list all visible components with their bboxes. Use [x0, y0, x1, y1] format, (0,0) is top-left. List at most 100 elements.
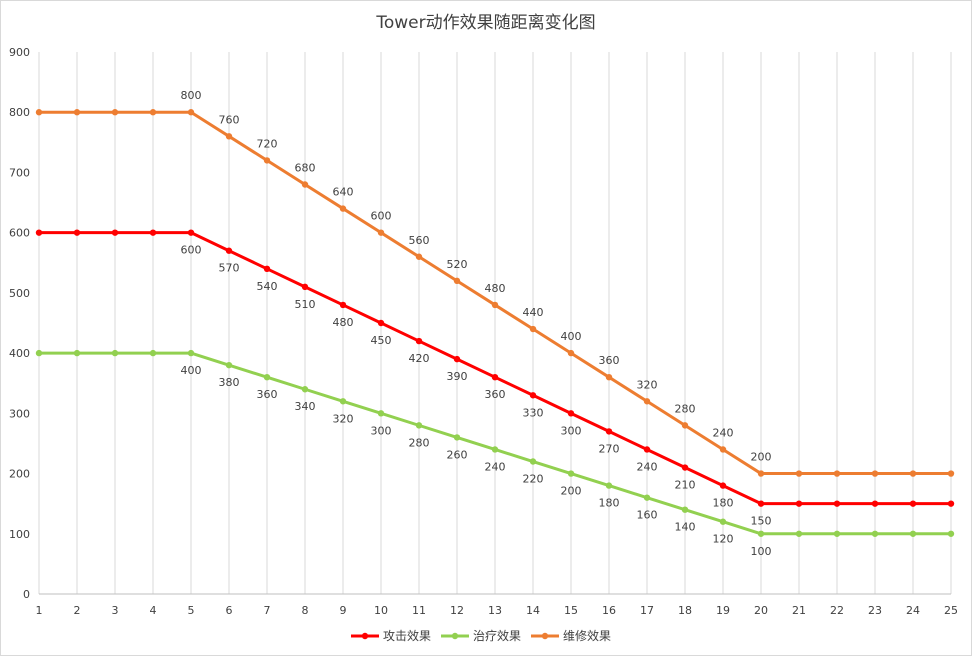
series-lines — [35, 109, 955, 537]
data-label: 720 — [257, 137, 278, 150]
data-point-marker — [757, 500, 765, 507]
series-维修效果 — [35, 109, 955, 477]
data-labels: 600 570 540 510 480 450 420 390 360 330 300 270 240 2… — [181, 89, 772, 558]
data-label: 210 — [675, 479, 696, 492]
data-point-marker — [111, 349, 119, 357]
data-point-marker — [757, 470, 765, 477]
data-point-marker — [377, 319, 385, 327]
data-label: 320 — [637, 378, 658, 391]
data-point-marker — [681, 422, 689, 429]
data-label: 600 — [181, 244, 202, 257]
x-tick-label: 8 — [302, 604, 309, 617]
chart-title: Tower动作效果随距离变化图 — [375, 13, 595, 33]
data-label: 680 — [295, 161, 316, 174]
data-point-marker — [149, 229, 157, 236]
data-label: 160 — [637, 509, 658, 522]
data-point-marker — [149, 349, 157, 357]
data-label: 100 — [751, 545, 772, 558]
x-tick-label: 14 — [526, 604, 540, 617]
data-point-marker — [757, 530, 765, 537]
data-point-marker — [301, 181, 309, 188]
data-point-marker — [947, 530, 955, 537]
data-label: 260 — [447, 448, 468, 461]
data-point-marker — [795, 470, 803, 477]
data-point-marker — [301, 283, 309, 291]
series-攻击效果 — [35, 229, 955, 507]
x-tick-label: 6 — [226, 604, 233, 617]
data-label: 200 — [751, 451, 772, 464]
data-point-marker — [833, 470, 841, 477]
data-label: 280 — [409, 436, 430, 449]
data-label: 570 — [219, 262, 240, 275]
x-tick-label: 17 — [640, 604, 654, 617]
data-label: 600 — [371, 210, 392, 223]
data-point-marker — [453, 434, 461, 441]
data-point-marker — [681, 464, 689, 471]
data-point-marker — [149, 109, 157, 116]
x-tick-label: 5 — [188, 604, 195, 617]
data-point-marker — [833, 500, 841, 507]
data-label: 540 — [257, 280, 278, 293]
data-point-marker — [111, 229, 119, 236]
legend-label: 维修效果 — [563, 628, 611, 643]
x-tick-label: 12 — [450, 604, 464, 617]
data-point-marker — [605, 374, 613, 381]
legend-label: 攻击效果 — [383, 628, 431, 643]
y-tick-label: 300 — [9, 407, 30, 420]
data-label: 400 — [561, 330, 582, 343]
y-tick-label: 500 — [9, 287, 30, 300]
legend-item[interactable]: 治疗效果 — [441, 628, 521, 643]
data-point-marker — [339, 301, 347, 309]
data-point-marker — [529, 392, 537, 399]
data-point-marker — [681, 506, 689, 513]
data-point-marker — [73, 109, 81, 116]
data-label: 800 — [181, 89, 202, 102]
legend-item[interactable]: 维修效果 — [531, 628, 611, 643]
data-point-marker — [491, 446, 499, 453]
x-tick-label: 16 — [602, 604, 616, 617]
data-label: 220 — [523, 473, 544, 486]
data-point-marker — [909, 530, 917, 537]
data-point-marker — [529, 325, 537, 333]
data-point-marker — [35, 229, 43, 236]
x-tick-label: 21 — [792, 604, 806, 617]
x-tick-label: 10 — [374, 604, 388, 617]
data-label: 390 — [447, 370, 468, 383]
data-point-marker — [871, 530, 879, 537]
data-point-marker — [567, 410, 575, 417]
data-point-marker — [453, 277, 461, 285]
legend[interactable]: 攻击效果 治疗效果 维修效果 — [351, 628, 611, 643]
legend-item[interactable]: 攻击效果 — [351, 628, 431, 643]
data-label: 150 — [751, 515, 772, 528]
data-point-marker — [377, 229, 385, 236]
data-point-marker — [415, 337, 423, 345]
data-label: 520 — [447, 258, 468, 271]
x-tick-label: 19 — [716, 604, 730, 617]
data-point-marker — [263, 374, 271, 381]
data-label: 450 — [371, 334, 392, 347]
x-tick-label: 20 — [754, 604, 768, 617]
data-label: 200 — [561, 485, 582, 498]
data-point-marker — [491, 374, 499, 381]
data-label: 400 — [181, 364, 202, 377]
data-label: 360 — [599, 354, 620, 367]
x-tick-label: 7 — [264, 604, 271, 617]
x-tick-label: 4 — [150, 604, 157, 617]
data-point-marker — [301, 386, 309, 393]
x-tick-label: 1 — [36, 604, 43, 617]
data-point-marker — [263, 157, 271, 164]
data-point-marker — [567, 470, 575, 477]
x-tick-label: 22 — [830, 604, 844, 617]
data-point-marker — [719, 446, 727, 453]
y-tick-label: 600 — [9, 227, 30, 240]
data-label: 440 — [523, 306, 544, 319]
y-tick-label: 200 — [9, 468, 30, 481]
data-label: 330 — [523, 406, 544, 419]
data-point-marker — [947, 500, 955, 507]
data-label: 360 — [257, 388, 278, 401]
data-label: 480 — [485, 282, 506, 295]
data-label: 760 — [219, 113, 240, 126]
